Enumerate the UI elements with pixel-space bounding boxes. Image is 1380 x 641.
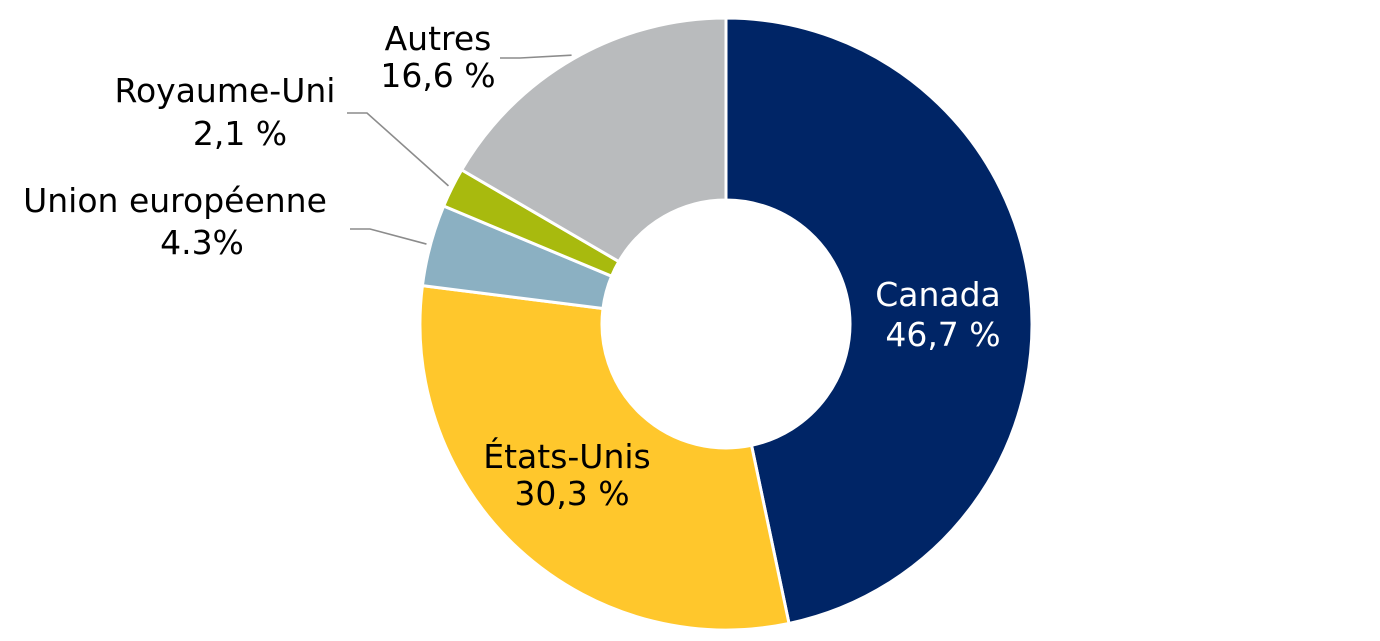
label-royaume-uni-name: Royaume-Uni [115, 71, 336, 110]
slice-canada [724, 16, 1034, 625]
label-union-europeenne-name: Union européenne [23, 181, 327, 220]
slice-autres [460, 16, 728, 264]
leader-royaume-uni [347, 112, 450, 187]
label-autres-value: 16,6 % [380, 56, 495, 95]
leader-union-europeenne [350, 228, 427, 245]
label-etats-unis-value: 30,3 % [514, 474, 629, 513]
label-canada-value: 46,7 % [885, 315, 1000, 354]
label-etats-unis-name: États-Unis [483, 436, 650, 476]
label-union-europeenne-value: 4.3% [160, 223, 244, 262]
leader-autres [500, 54, 572, 59]
leader-lines-group [347, 54, 572, 245]
label-autres-name: Autres [385, 19, 492, 58]
label-royaume-uni-value: 2,1 % [193, 114, 287, 153]
label-canada-name: Canada [875, 275, 1001, 314]
slices-group [418, 16, 1034, 632]
slice-etats-unis [418, 284, 791, 632]
